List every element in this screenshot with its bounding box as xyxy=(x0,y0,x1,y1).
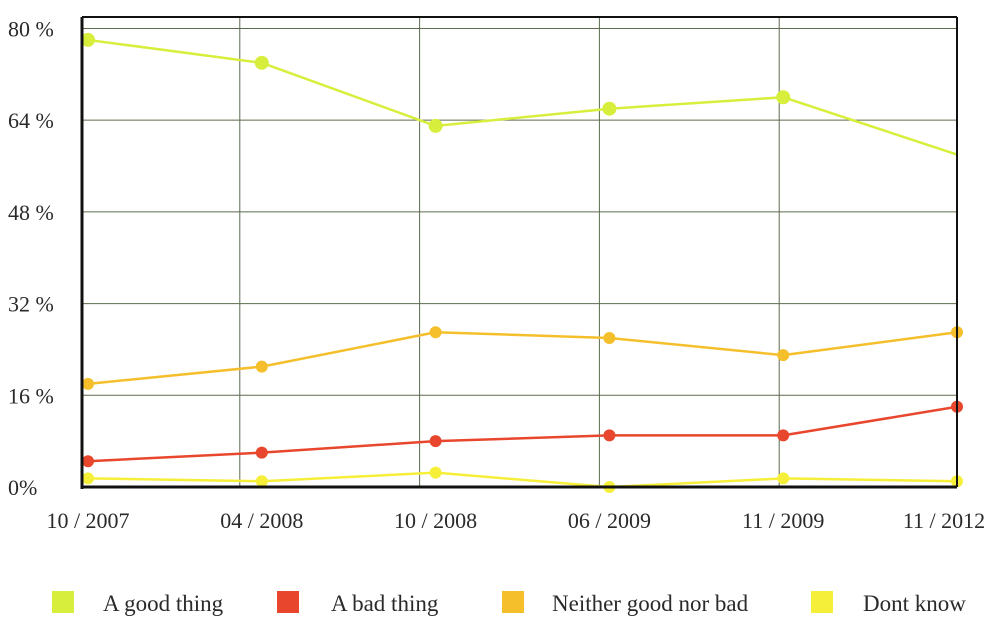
x-tick-label: 10 / 2007 xyxy=(46,508,129,533)
data-point xyxy=(602,101,617,116)
series-line xyxy=(87,330,958,386)
data-point xyxy=(776,90,791,105)
data-point xyxy=(428,118,443,133)
y-tick-label: 0% xyxy=(8,475,37,500)
data-point xyxy=(777,472,790,485)
x-tick-label: 06 / 2009 xyxy=(568,508,651,533)
legend-swatch xyxy=(52,591,74,613)
grid-layer xyxy=(82,17,957,487)
data-point xyxy=(255,475,268,488)
data-point xyxy=(429,435,442,448)
y-tick-label: 80 % xyxy=(8,16,54,41)
legend-label: A good thing xyxy=(103,591,224,616)
axis-layer: 80 % 64 % 48 % 32 % 16 % 0% 10 / 2007 04 / 2008… xyxy=(8,16,985,533)
data-point xyxy=(82,377,94,390)
data-point xyxy=(82,472,94,485)
series-line xyxy=(87,405,958,463)
data-point xyxy=(82,455,94,468)
data-point xyxy=(603,331,616,344)
legend-swatch xyxy=(502,591,524,613)
data-point xyxy=(429,466,442,479)
data-point xyxy=(255,360,268,373)
series-line xyxy=(87,471,958,489)
legend-label: Dont know xyxy=(863,591,966,616)
y-tick-label: 48 % xyxy=(8,200,54,225)
data-point xyxy=(777,429,790,442)
x-tick-label: 11 / 2012 xyxy=(903,508,985,533)
legend: A good thing A bad thing Neither good nor … xyxy=(52,591,966,616)
y-tick-label: 32 % xyxy=(8,292,54,317)
data-point xyxy=(255,446,268,459)
y-tick-label: 16 % xyxy=(8,383,54,408)
x-tick-label: 11 / 2009 xyxy=(742,508,824,533)
data-point xyxy=(429,326,442,339)
y-tick-label: 64 % xyxy=(8,108,54,133)
data-point xyxy=(81,32,95,47)
x-tick-label: 04 / 2008 xyxy=(220,508,303,533)
legend-swatch xyxy=(811,591,833,613)
data-point xyxy=(254,55,269,70)
legend-swatch xyxy=(277,591,299,613)
x-tick-label: 10 / 2008 xyxy=(394,508,477,533)
series-layer xyxy=(81,32,963,493)
data-point xyxy=(603,429,616,442)
series-line xyxy=(87,38,958,156)
legend-label: A bad thing xyxy=(331,591,439,616)
data-point xyxy=(777,349,790,362)
legend-label: Neither good nor bad xyxy=(552,591,749,616)
